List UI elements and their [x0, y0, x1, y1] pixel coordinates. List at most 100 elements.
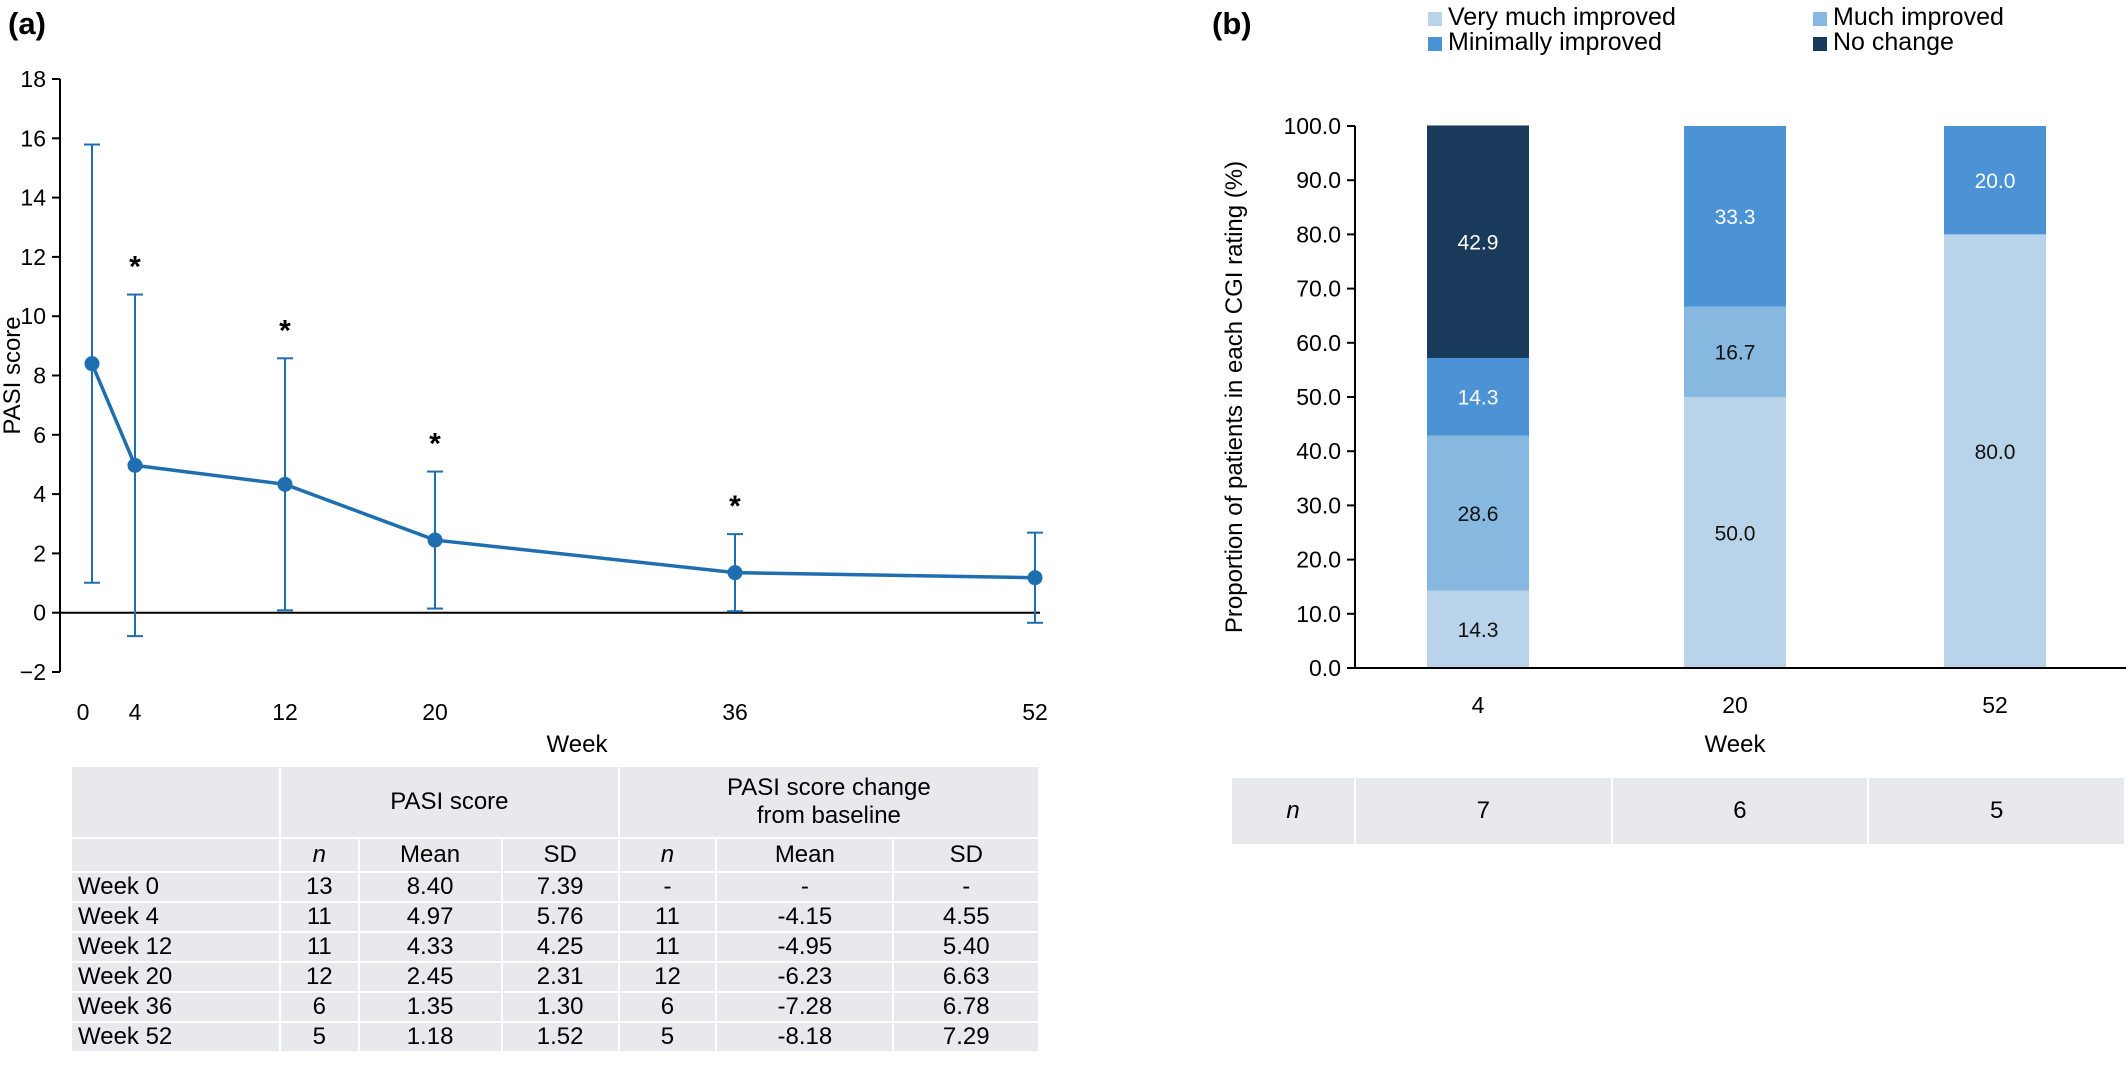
x-axis: 0 4 12 20 36 52: [60, 611, 1048, 725]
bar-segment: [1684, 397, 1786, 668]
table-cell: 5.76: [500, 901, 620, 933]
table-cell: 2.31: [500, 961, 620, 993]
y-tick-label: 100.0: [1283, 113, 1341, 139]
y-tick-label: 50.0: [1296, 384, 1341, 410]
y-tick-label: 6: [33, 422, 46, 448]
subheader-empty-cell: [69, 837, 282, 873]
table-cell: -4.95: [715, 931, 895, 963]
subheader-change-n: n: [617, 837, 718, 873]
table-cell: 12: [279, 961, 360, 993]
y-axis: −2 0 2 4 6 8 10 12 14 16 18: [20, 66, 61, 685]
panel-b-label: (b): [1212, 6, 1252, 41]
table-cell: 5: [617, 1021, 718, 1053]
row-label: Week 12: [69, 931, 282, 963]
data-point: [727, 565, 743, 581]
data-points: [84, 356, 1043, 586]
legend-label: No change: [1833, 28, 1954, 56]
pasi-stats-table: PASI score PASI score change from baseli…: [69, 765, 1041, 1053]
table-cell: 11: [279, 931, 360, 963]
row-label: Week 36: [69, 991, 282, 1023]
table-subheader-row: n Mean SD n Mean SD: [69, 837, 1040, 873]
n-value-week-4: 7: [1354, 776, 1613, 846]
table-cell: 4.33: [357, 931, 503, 963]
y-tick-label: 0.0: [1309, 655, 1341, 681]
y-tick-label: 40.0: [1296, 438, 1341, 464]
segment-label: 20.0: [1975, 170, 2016, 193]
row-label: Week 52: [69, 1021, 282, 1053]
table-cell: 1.30: [500, 991, 620, 1023]
x-tick-label: 20: [422, 699, 448, 725]
data-point: [127, 457, 143, 473]
bar-segment: [1427, 590, 1529, 668]
table-header-row: PASI score PASI score change from baseli…: [69, 765, 1041, 839]
y-tick-label: 80.0: [1296, 221, 1341, 247]
y-tick-label: −2: [20, 659, 46, 685]
x-tick-label: 20: [1722, 692, 1748, 718]
n-value-week-20: 6: [1610, 776, 1870, 846]
y-tick-label: 14: [20, 185, 46, 211]
x-axis-title: Week: [547, 731, 609, 758]
row-label: Week 0: [69, 871, 282, 903]
table-cell: 7.29: [892, 1021, 1040, 1053]
table-cell: 13: [279, 871, 360, 903]
header-empty-cell: [69, 765, 282, 839]
header-pasi-change: PASI score change from baseline: [617, 765, 1041, 839]
subheader-mean: Mean: [357, 837, 503, 873]
significance-star: *: [729, 490, 741, 523]
table-cell: 4.55: [892, 901, 1040, 933]
table-cell: -6.23: [715, 961, 895, 993]
row-label: Week 20: [69, 961, 282, 993]
bar-segment: [1944, 126, 2046, 235]
data-point: [277, 476, 293, 492]
table-cell: 1.52: [500, 1021, 620, 1053]
table-cell: 11: [617, 931, 718, 963]
y-tick-label: 10: [20, 303, 46, 329]
x-tick-label: 52: [1982, 692, 2008, 718]
segment-label: 16.7: [1715, 342, 1756, 365]
table-body: Week 0 13 8.40 7.39- - - Week 4 11 4.97 5.76 11 -4.…: [69, 871, 1040, 1053]
significance-markers: * * * *: [129, 251, 741, 524]
n-label: n: [1230, 776, 1356, 846]
segment-label: 14.3: [1458, 619, 1499, 642]
y-tick-label: 10.0: [1296, 601, 1341, 627]
y-tick-label: 2: [33, 540, 46, 566]
table-cell: -: [715, 871, 895, 903]
y-axis-title: Proportion of patients in each CGI ratin…: [1221, 161, 1248, 633]
table-row: Week 12 11 4.33 4.25 11 -4.95 5.40: [69, 931, 1040, 963]
subheader-change-sd: SD: [892, 837, 1040, 873]
error-bars: [84, 143, 1043, 638]
significance-star: *: [279, 314, 291, 347]
table-cell: 7.39: [500, 871, 620, 903]
y-tick-label: 20.0: [1296, 547, 1341, 573]
x-axis: 4 20 52: [1355, 667, 2126, 718]
segment-label: 80.0: [1975, 441, 2016, 464]
legend-swatch: [1813, 37, 1827, 51]
y-tick-label: 18: [20, 66, 46, 92]
row-label: Week 4: [69, 901, 282, 933]
legend-swatch: [1428, 12, 1442, 26]
table-cell: 6.63: [892, 961, 1040, 993]
table-cell: 4.25: [500, 931, 620, 963]
x-tick-label: 12: [272, 699, 298, 725]
n-row: n 7 6 5: [1230, 776, 2126, 846]
subheader-change-mean: Mean: [715, 837, 895, 873]
bar-segment: [1427, 357, 1529, 436]
table-cell: -7.28: [715, 991, 895, 1023]
bar-segment: [1684, 126, 1786, 307]
table-cell: 11: [617, 901, 718, 933]
x-tick-label: 4: [129, 699, 142, 725]
table-cell: -8.18: [715, 1021, 895, 1053]
table-cell: 11: [279, 901, 360, 933]
legend-label: Much improved: [1833, 3, 2004, 31]
y-axis-title: PASI score: [0, 316, 26, 434]
x-tick-label: 52: [1022, 699, 1048, 725]
n-value-week-52: 5: [1867, 776, 2126, 846]
table-row: Week 36 6 1.35 1.30 6 -7.28 6.78: [69, 991, 1040, 1023]
segment-label: 14.3: [1458, 387, 1499, 410]
segment-label: 42.9: [1458, 232, 1499, 255]
table-row: Week 0 13 8.40 7.39- - -: [69, 871, 1040, 903]
pasi-line-chart: (a) −2 0 2 4 6 8 10 12 14 16 18 0 4 12 20 36 52 PASI sc…: [0, 6, 1048, 758]
table-cell: 1.18: [357, 1021, 503, 1053]
header-pasi-score: PASI score: [279, 765, 620, 839]
table-cell: 6: [617, 991, 718, 1023]
